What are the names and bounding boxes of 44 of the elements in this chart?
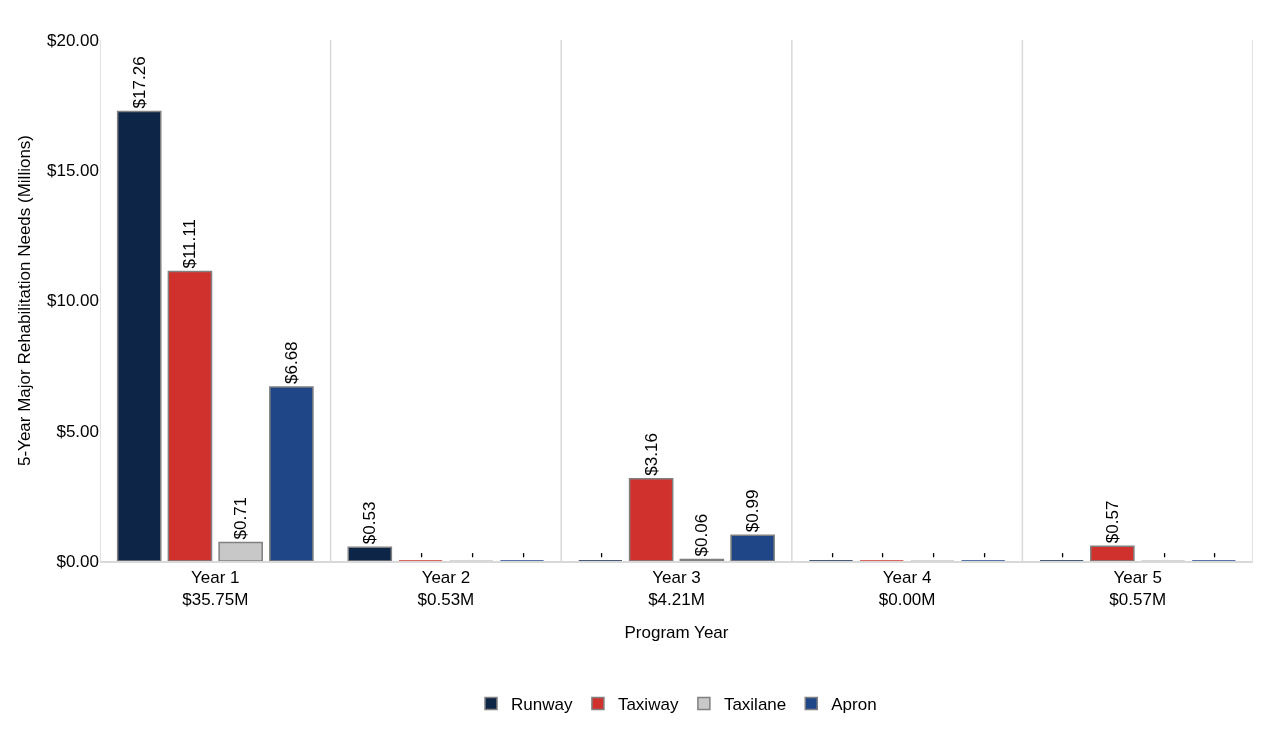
data-label: $6.68	[281, 341, 301, 384]
bar	[347, 546, 393, 561]
data-label: -	[461, 552, 481, 558]
bar	[730, 534, 775, 561]
y-tick-label: $10.00	[47, 291, 99, 311]
y-axis-title: 5-Year Major Rehabilitation Needs (Millions)	[14, 134, 34, 467]
x-tick-label: Year 5 $0.57M	[1109, 568, 1167, 610]
bar	[218, 541, 263, 561]
data-label: $0.71	[231, 496, 251, 540]
x-tick-label: Year 3 $4.21M	[648, 568, 705, 610]
bar	[167, 270, 213, 561]
x-axis-title: Program Year	[624, 623, 729, 643]
data-label: $0.06	[692, 513, 712, 557]
data-label: $0.53	[360, 501, 380, 545]
y-tick-label: $20.00	[47, 30, 99, 50]
x-tick-label: Year 1 $35.75M	[182, 568, 249, 610]
x-tick-label: Year 2 $0.53M	[417, 568, 475, 610]
legend-label: Taxilane	[723, 695, 787, 715]
data-label: -	[1052, 552, 1072, 558]
bar	[628, 477, 674, 561]
data-label: -	[590, 552, 610, 558]
data-label: -	[512, 552, 532, 558]
data-label: -	[821, 552, 841, 558]
legend-label: Runway	[511, 695, 573, 715]
data-label: -	[1204, 552, 1224, 558]
data-label: $11.11	[180, 219, 200, 269]
y-tick-label: $5.00	[56, 421, 99, 441]
data-label: $17.26	[129, 56, 149, 109]
legend-label: Taxiway	[617, 695, 679, 715]
x-tick-label: Year 4 $0.00M	[878, 568, 936, 610]
y-tick-label: $0.00	[56, 551, 99, 571]
data-label: -	[411, 552, 431, 558]
data-label: $3.16	[641, 433, 661, 476]
bar	[116, 110, 162, 561]
legend-label: Apron	[831, 695, 877, 715]
data-label: -	[973, 552, 993, 558]
y-tick-label: $15.00	[47, 161, 99, 181]
data-label: $0.57	[1102, 500, 1122, 544]
data-label: -	[1153, 552, 1173, 558]
data-label: -	[872, 552, 892, 558]
data-label: -	[922, 552, 942, 558]
bar	[269, 386, 314, 561]
data-label: $0.99	[743, 489, 763, 533]
bar	[1090, 545, 1135, 561]
